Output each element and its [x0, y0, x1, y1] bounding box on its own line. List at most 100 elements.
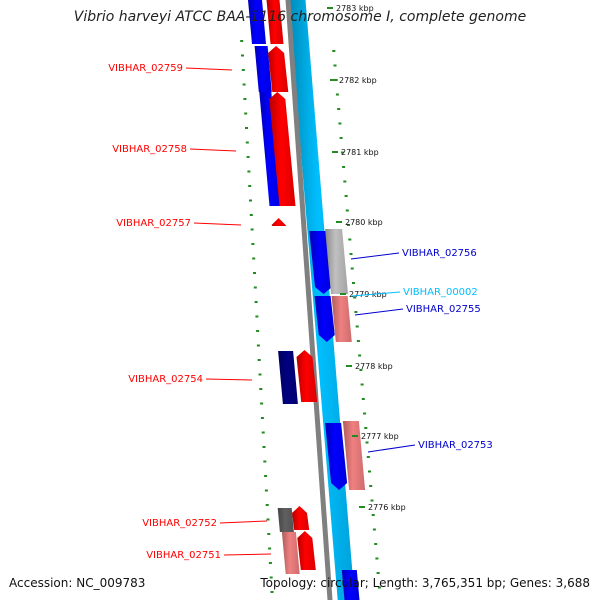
scale-tick-label: 2777 kbp: [361, 432, 399, 441]
axis-dot: [268, 562, 272, 564]
axis-dot: [264, 475, 268, 477]
axis-dot: [360, 383, 364, 386]
axis-dot: [369, 485, 373, 487]
axis-dot: [376, 572, 380, 574]
gene-block: [296, 350, 318, 402]
axis-dot: [366, 456, 370, 458]
gene-block: [342, 421, 366, 490]
gene-block: [277, 508, 294, 532]
backbone-band: [285, 0, 333, 600]
gene-label-leader: [350, 252, 400, 260]
axis-dot: [269, 576, 273, 579]
gene-block: [278, 351, 298, 404]
scale-tick-label: 2776 kbp: [368, 503, 406, 512]
axis-dot: [332, 50, 336, 52]
axis-dot: [253, 272, 256, 274]
scale-tick-label: 2780 kbp: [345, 218, 383, 227]
axis-dot: [350, 267, 354, 270]
scale-tick-label: 2782 kbp: [339, 76, 377, 85]
gene-label-vibhar-00002: VIBHAR_00002: [403, 287, 478, 298]
axis-dot: [257, 359, 261, 361]
gene-label-leader: [367, 444, 416, 453]
axis-dot: [245, 127, 248, 129]
gene-block: [269, 92, 296, 206]
axis-dot: [245, 141, 249, 144]
axis-dot: [359, 369, 363, 371]
axis-dot: [333, 64, 337, 67]
gene-block: [271, 218, 287, 226]
gene-label-leader: [189, 148, 237, 152]
axis-dot: [352, 282, 355, 284]
gene-block: [266, 0, 284, 44]
axis-dot: [251, 243, 255, 245]
gene-block: [331, 296, 352, 342]
axis-dot: [256, 344, 260, 347]
gene-label-leader: [219, 520, 268, 524]
axis-dot: [241, 54, 244, 57]
axis-dot: [334, 79, 338, 81]
axis-dot: [356, 340, 360, 342]
axis-dot: [371, 514, 375, 516]
gene-label-vibhar-02756: VIBHAR_02756: [402, 248, 477, 259]
gene-label-vibhar-02759: VIBHAR_02759: [108, 63, 183, 74]
axis-dot: [268, 547, 272, 550]
gene-label-vibhar-02754: VIBHAR_02754: [128, 374, 203, 385]
axis-dot: [339, 137, 343, 139]
right-dotted-axis: [332, 50, 381, 589]
axis-dot: [374, 543, 378, 545]
gene-label-vibhar-02753: VIBHAR_02753: [418, 440, 493, 451]
axis-dot: [355, 325, 359, 328]
axis-dot: [260, 402, 264, 405]
axis-dot: [343, 180, 347, 183]
gene-label-vibhar-02758: VIBHAR_02758: [112, 144, 187, 155]
axis-dot: [260, 417, 264, 419]
axis-dot: [263, 460, 267, 463]
axis-dot: [270, 591, 274, 593]
axis-dot: [370, 499, 374, 502]
gene-label-leader: [205, 378, 253, 381]
axis-dot: [347, 224, 350, 226]
gene-label-vibhar-02751: VIBHAR_02751: [146, 550, 221, 561]
axis-dot: [244, 112, 248, 115]
axis-dot: [242, 83, 246, 86]
gene-label-leader: [223, 553, 272, 556]
gene-block: [254, 46, 272, 92]
axis-dot: [241, 69, 245, 71]
axis-dot: [262, 446, 266, 448]
gene-block: [325, 423, 348, 490]
axis-dot: [264, 489, 268, 492]
axis-dot: [358, 354, 362, 357]
axis-dot: [246, 156, 250, 158]
axis-dot: [249, 214, 253, 216]
gene-block: [281, 532, 300, 574]
scale-tick-label: 2783 kbp: [336, 4, 374, 13]
gene-label-leader: [193, 222, 242, 226]
axis-dot: [267, 533, 271, 535]
axis-dot: [252, 257, 256, 260]
axis-dot: [254, 301, 258, 303]
axis-dot: [247, 170, 251, 173]
gene-label-leader: [354, 308, 404, 316]
axis-dot: [253, 286, 257, 289]
axis-dot: [354, 311, 358, 313]
gene-label-leader: [185, 67, 233, 71]
scale-tick-label: 2778 kbp: [355, 362, 393, 371]
gene-block: [292, 506, 310, 530]
axis-dot: [365, 441, 369, 444]
axis-dot: [261, 431, 265, 434]
axis-dot: [363, 412, 367, 415]
gene-block: [297, 531, 316, 570]
axis-dot: [342, 166, 346, 168]
axis-dot: [240, 40, 244, 42]
gene-blocks: [248, 0, 366, 600]
gene-block: [309, 231, 332, 294]
gene-block: [259, 92, 282, 206]
scale-tick-label: 2781 kbp: [341, 148, 379, 157]
axis-dot: [249, 199, 252, 202]
axis-dot: [265, 504, 269, 506]
axis-dot: [338, 122, 342, 125]
axis-dot: [337, 108, 341, 110]
axis-dot: [255, 315, 259, 318]
map-title: Vibrio harveyi ATCC BAA-1116 chromosome …: [73, 9, 527, 25]
